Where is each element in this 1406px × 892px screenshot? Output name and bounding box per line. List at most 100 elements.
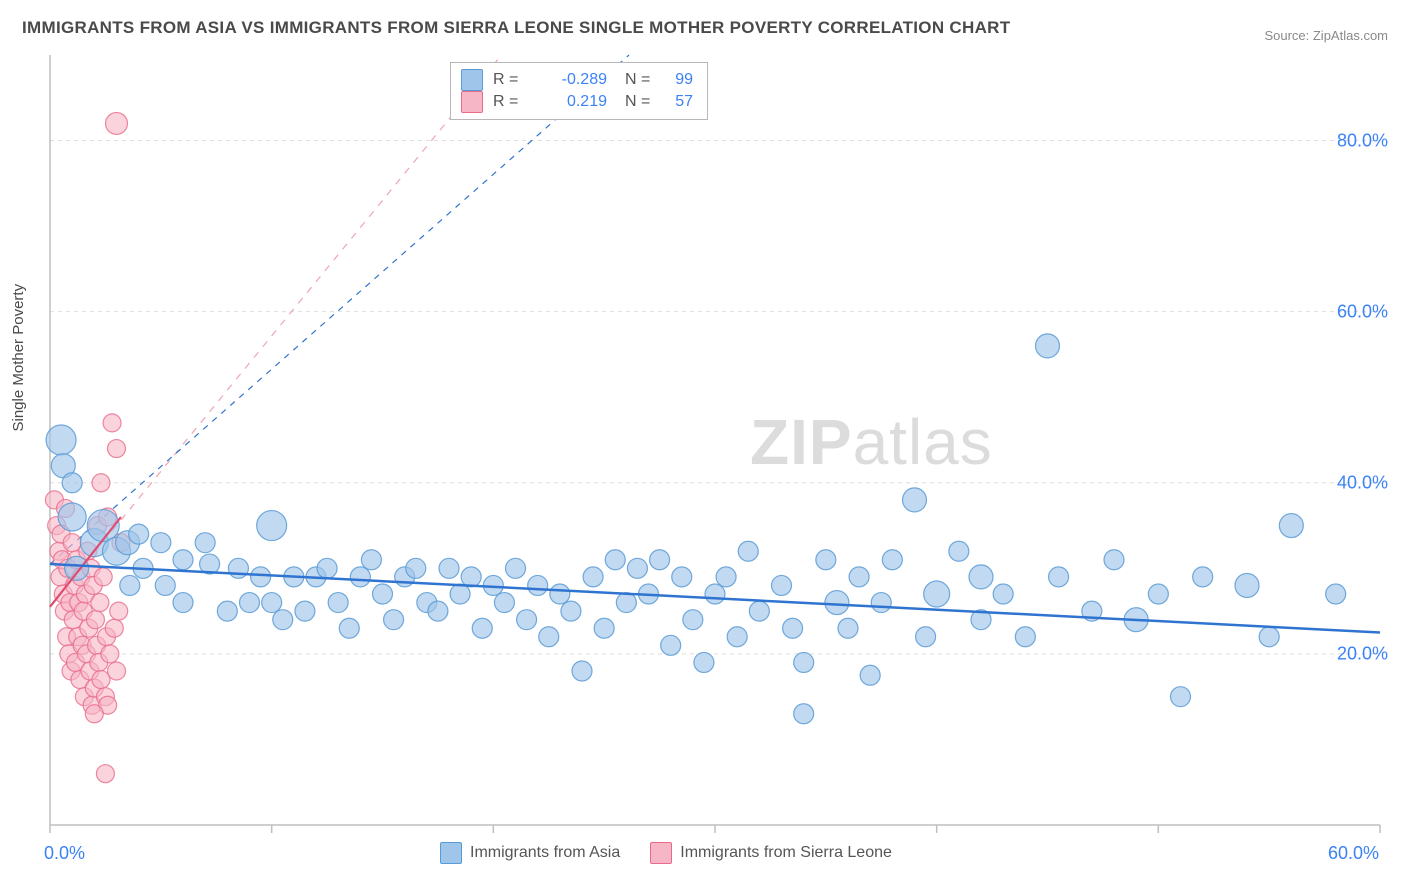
point-asia — [450, 584, 470, 604]
point-asia — [262, 593, 282, 613]
point-asia — [461, 567, 481, 587]
point-asia — [849, 567, 869, 587]
point-asia — [1015, 627, 1035, 647]
point-sierra_leone — [108, 662, 126, 680]
point-asia — [627, 558, 647, 578]
series-legend-label: Immigrants from Asia — [470, 844, 620, 862]
point-sierra_leone — [94, 568, 112, 586]
point-asia — [1148, 584, 1168, 604]
point-asia — [694, 652, 714, 672]
point-asia — [1171, 687, 1191, 707]
legend-n-label: N = — [625, 69, 653, 91]
point-asia — [494, 593, 514, 613]
point-asia — [58, 503, 86, 531]
point-sierra_leone — [108, 440, 126, 458]
point-asia — [783, 618, 803, 638]
correlation-legend: R = -0.289 N = 99R =0.219N =57 — [450, 62, 708, 120]
point-asia — [129, 524, 149, 544]
y-tick-label: 60.0% — [1337, 301, 1388, 322]
point-asia — [882, 550, 902, 570]
point-asia — [661, 635, 681, 655]
point-asia — [428, 601, 448, 621]
point-asia — [738, 541, 758, 561]
point-asia — [1326, 584, 1346, 604]
legend-r-value: -0.289 — [537, 69, 607, 91]
point-asia — [1193, 567, 1213, 587]
point-sierra_leone — [105, 619, 123, 637]
point-asia — [572, 661, 592, 681]
point-sierra_leone — [91, 594, 109, 612]
point-asia — [217, 601, 237, 621]
point-asia — [683, 610, 703, 630]
point-asia — [969, 565, 993, 589]
legend-swatch — [461, 69, 483, 91]
series-legend: Immigrants from Asia Immigrants from Sier… — [440, 842, 892, 864]
y-tick-label: 80.0% — [1337, 130, 1388, 151]
series-legend-label: Immigrants from Sierra Leone — [680, 844, 892, 862]
point-sierra_leone — [96, 765, 114, 783]
legend-r-value: 0.219 — [537, 91, 607, 113]
y-tick-label: 20.0% — [1337, 643, 1388, 664]
point-asia — [46, 425, 76, 455]
point-asia — [605, 550, 625, 570]
x-origin-label: 0.0% — [44, 843, 85, 864]
point-asia — [993, 584, 1013, 604]
point-asia — [672, 567, 692, 587]
point-asia — [361, 550, 381, 570]
point-asia — [439, 558, 459, 578]
point-asia — [816, 550, 836, 570]
point-asia — [838, 618, 858, 638]
point-asia — [727, 627, 747, 647]
point-asia — [328, 593, 348, 613]
point-asia — [62, 473, 82, 493]
point-asia — [916, 627, 936, 647]
point-asia — [384, 610, 404, 630]
point-asia — [871, 593, 891, 613]
point-sierra_leone — [86, 611, 104, 629]
trend-extrapolate-asia — [50, 55, 629, 564]
legend-n-value: 99 — [663, 69, 693, 91]
legend-swatch — [650, 842, 672, 864]
point-asia — [65, 556, 89, 580]
point-asia — [373, 584, 393, 604]
point-asia — [517, 610, 537, 630]
point-sierra_leone — [106, 112, 128, 134]
point-asia — [860, 665, 880, 685]
legend-r-label: R = — [493, 69, 527, 91]
point-asia — [240, 593, 260, 613]
point-asia — [794, 652, 814, 672]
point-asia — [257, 511, 287, 541]
y-tick-label: 40.0% — [1337, 472, 1388, 493]
point-asia — [1235, 573, 1259, 597]
point-sierra_leone — [103, 414, 121, 432]
point-asia — [273, 610, 293, 630]
legend-swatch — [461, 91, 483, 113]
correlation-legend-row: R =0.219N =57 — [461, 91, 693, 113]
point-sierra_leone — [101, 645, 119, 663]
point-asia — [1279, 514, 1303, 538]
point-asia — [472, 618, 492, 638]
point-asia — [251, 567, 271, 587]
point-asia — [772, 575, 792, 595]
point-asia — [705, 584, 725, 604]
legend-swatch — [440, 842, 462, 864]
point-asia — [794, 704, 814, 724]
point-asia — [1049, 567, 1069, 587]
point-asia — [561, 601, 581, 621]
legend-n-value: 57 — [663, 91, 693, 113]
point-asia — [1036, 334, 1060, 358]
x-max-label: 60.0% — [1328, 843, 1379, 864]
point-asia — [924, 581, 950, 607]
point-asia — [539, 627, 559, 647]
point-asia — [173, 593, 193, 613]
scatter-plot — [0, 0, 1406, 892]
point-sierra_leone — [110, 602, 128, 620]
point-asia — [339, 618, 359, 638]
point-asia — [406, 558, 426, 578]
point-asia — [295, 601, 315, 621]
point-asia — [151, 533, 171, 553]
point-asia — [1104, 550, 1124, 570]
point-asia — [173, 550, 193, 570]
point-sierra_leone — [85, 705, 103, 723]
point-asia — [903, 488, 927, 512]
